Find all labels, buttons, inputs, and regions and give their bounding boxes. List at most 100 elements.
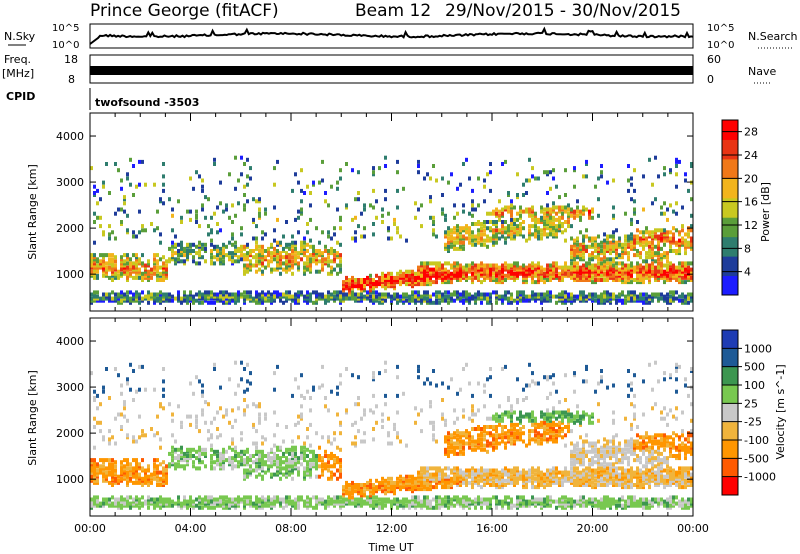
velocity-cell <box>192 391 195 396</box>
power-cell <box>93 184 96 189</box>
velocity-cell <box>444 451 447 456</box>
power-cell <box>519 265 522 270</box>
power-cell <box>444 267 447 272</box>
velocity-cell <box>411 476 414 481</box>
velocity-cell <box>435 480 438 485</box>
power-cell <box>672 240 675 245</box>
velocity-cell <box>324 404 327 409</box>
velocity-cell <box>321 470 324 475</box>
velocity-cell <box>246 362 249 367</box>
velocity-cell <box>459 439 462 444</box>
power-cell <box>339 242 342 247</box>
power-cell <box>135 294 138 299</box>
velocity-cell <box>408 499 411 504</box>
power-cell <box>363 278 366 282</box>
power-cell <box>462 294 465 299</box>
velocity-cell <box>294 445 297 450</box>
power-cell <box>564 205 567 210</box>
velocity-cell <box>339 495 342 500</box>
power-cell <box>690 267 693 272</box>
power-cell <box>525 280 528 285</box>
power-cell <box>597 269 600 274</box>
velocity-cell <box>207 437 210 442</box>
power-cell <box>633 292 636 297</box>
power-cell <box>294 240 297 245</box>
power-cell <box>207 300 210 305</box>
velocity-cell <box>453 420 456 425</box>
power-cell <box>351 280 354 285</box>
velocity-cell <box>147 497 150 502</box>
power-cell <box>417 271 420 276</box>
power-cell <box>666 230 669 235</box>
power-cell <box>171 240 174 245</box>
power-cell <box>519 292 522 297</box>
power-cell <box>351 278 354 282</box>
power-cell <box>615 278 618 282</box>
power-cell <box>579 246 582 251</box>
power-cell <box>543 280 546 285</box>
power-cell <box>612 263 615 268</box>
power-cell <box>189 249 192 253</box>
power-cell <box>426 273 429 278</box>
power-cell <box>261 251 264 256</box>
velocity-cell <box>462 497 465 502</box>
power-cell <box>366 290 369 295</box>
power-cell <box>246 294 249 299</box>
power-cell <box>144 271 147 276</box>
power-cell <box>633 242 636 247</box>
power-cell <box>327 298 330 303</box>
power-cell <box>180 240 183 245</box>
power-cell <box>249 166 252 171</box>
power-cell <box>423 278 426 282</box>
velocity-cell <box>264 462 267 467</box>
power-cell <box>372 298 375 303</box>
velocity-cell <box>408 505 411 510</box>
power-cell <box>690 242 693 247</box>
power-cell <box>591 238 594 243</box>
power-cell <box>111 263 114 268</box>
power-cell <box>330 246 333 251</box>
nave-bars <box>90 66 693 75</box>
power-cell <box>327 251 330 256</box>
power-cell <box>510 271 513 276</box>
power-cell <box>519 228 522 233</box>
power-cell <box>567 294 570 299</box>
velocity-cell <box>126 480 129 485</box>
power-cell <box>618 236 621 241</box>
velocity-cell <box>201 497 204 502</box>
power-cell <box>690 228 693 233</box>
power-cell <box>471 278 474 282</box>
power-cell <box>657 278 660 282</box>
power-cell <box>549 292 552 297</box>
power-cell <box>387 284 390 289</box>
velocity-cell <box>441 468 444 473</box>
power-cell <box>606 298 609 303</box>
velocity-cell <box>201 447 204 452</box>
power-cell <box>300 188 303 193</box>
power-cell <box>558 220 561 224</box>
power-cell <box>633 234 636 239</box>
power-cell <box>159 300 162 305</box>
power-cell <box>360 292 363 297</box>
power-cell <box>210 290 213 295</box>
velocity-cell <box>411 489 414 494</box>
velocity-cell <box>327 456 330 461</box>
velocity-cell <box>447 437 450 442</box>
power-cell <box>354 215 357 220</box>
power-cell <box>666 298 669 303</box>
power-cell <box>558 215 561 220</box>
power-cell <box>255 300 258 305</box>
power-cell <box>471 280 474 285</box>
power-cell <box>222 300 225 305</box>
velocity-cell <box>432 476 435 481</box>
power-cell <box>630 182 633 187</box>
power-cell <box>441 265 444 270</box>
power-cell <box>165 269 168 274</box>
velocity-cell <box>138 497 141 502</box>
power-cell <box>414 300 417 305</box>
power-cell <box>600 292 603 297</box>
power-cell <box>432 292 435 297</box>
power-cell <box>264 249 267 253</box>
power-cell <box>390 298 393 303</box>
velocity-cell <box>99 468 102 473</box>
